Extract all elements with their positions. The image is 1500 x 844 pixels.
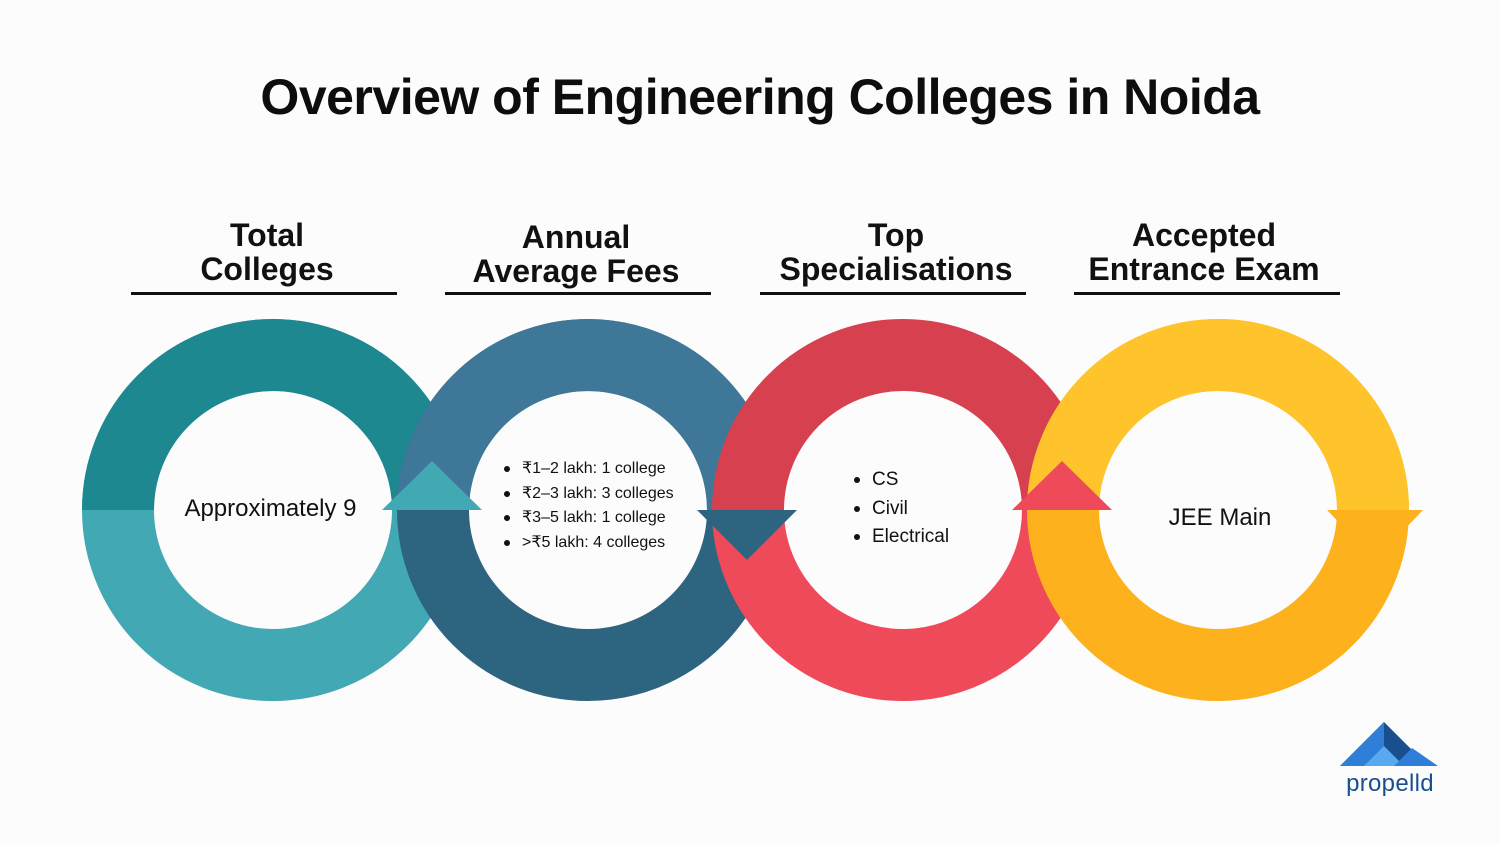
heading-total-colleges: Total Colleges xyxy=(133,218,401,286)
heading-line: Annual xyxy=(521,219,631,255)
heading-underline xyxy=(1074,292,1340,295)
heading-underline xyxy=(131,292,397,295)
list-item: >₹5 lakh: 4 colleges xyxy=(502,531,674,556)
logo-shape xyxy=(1364,746,1404,766)
ring-top-specialisations xyxy=(712,319,1094,701)
ring-bottom xyxy=(712,509,1094,701)
heading-line: Accepted xyxy=(1131,217,1277,253)
list-item: ₹1–2 lakh: 1 college xyxy=(502,457,674,482)
heading-line: Average Fees xyxy=(472,253,680,289)
page-title: Overview of Engineering Colleges in Noid… xyxy=(260,69,1260,125)
ring-top xyxy=(397,319,779,511)
ring-top xyxy=(712,319,1094,511)
heading-line: Total xyxy=(229,217,305,253)
list-item: ₹2–3 lakh: 3 colleges xyxy=(502,482,674,507)
logo-text: propelld xyxy=(1346,770,1434,797)
logo-shape xyxy=(1394,748,1438,766)
entrance-exam-value: JEE Main xyxy=(1168,504,1272,531)
heading-line: Colleges xyxy=(200,251,334,287)
heading-underline xyxy=(445,292,711,295)
list-item: CS xyxy=(852,466,949,495)
heading-entrance-exam: Accepted Entrance Exam xyxy=(1070,218,1338,286)
heading-underline xyxy=(760,292,1026,295)
heading-line: Top xyxy=(867,217,925,253)
ring-top xyxy=(82,319,464,511)
heading-line: Entrance Exam xyxy=(1088,251,1320,287)
list-item: Electrical xyxy=(852,523,949,552)
down-arrow-head xyxy=(1327,510,1423,560)
up-arrow-head xyxy=(382,461,482,510)
down-arrow-head xyxy=(697,510,797,560)
ring-top xyxy=(1027,319,1409,511)
list-item: Civil xyxy=(852,495,949,524)
total-colleges-value: Approximately 9 xyxy=(184,495,357,522)
specialisations-list: CS Civil Electrical xyxy=(852,466,949,552)
heading-annual-fees: Annual Average Fees xyxy=(442,220,710,288)
propelld-logo xyxy=(1340,722,1438,766)
heading-line: Specialisations xyxy=(779,251,1013,287)
up-arrow-head xyxy=(1012,461,1112,510)
list-item: ₹3–5 lakh: 1 college xyxy=(502,506,674,531)
heading-top-specialisations: Top Specialisations xyxy=(762,218,1030,286)
logo-shape xyxy=(1340,722,1384,766)
fees-list: ₹1–2 lakh: 1 college ₹2–3 lakh: 3 colleg… xyxy=(502,457,674,555)
